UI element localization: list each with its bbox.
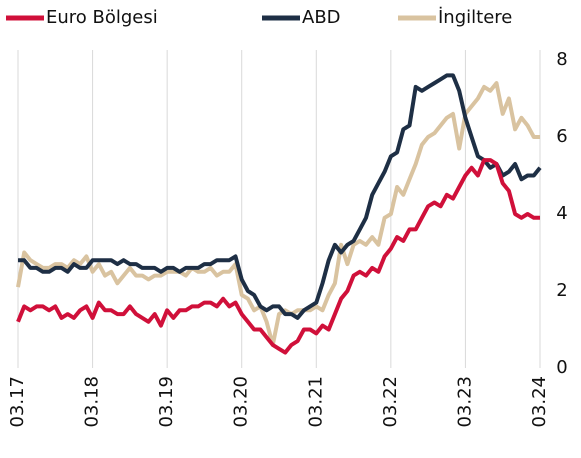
x-tick-label: 03.22 [380,376,401,428]
x-tick-label: 03.17 [7,376,28,428]
legend-label: Euro Bölgesi [46,7,158,28]
x-tick-label: 03.21 [305,376,326,428]
y-tick-label: 0 [556,357,567,378]
x-tick-label: 03.23 [454,376,475,428]
x-tick-label: 03.20 [231,376,252,428]
line-series [18,73,542,320]
line-series [16,81,540,347]
y-tick-label: 4 [556,203,567,224]
legend-label: ABD [302,7,341,28]
y-tick-label: 6 [556,126,567,147]
x-tick-label: 03.19 [156,376,177,428]
line-series [16,158,540,355]
y-tick-label: 8 [556,49,567,70]
x-tick-label: 03.24 [529,376,550,428]
x-tick-label: 03.18 [82,376,103,428]
y-tick-label: 2 [556,280,567,301]
legend-label: İngiltere [438,7,512,28]
